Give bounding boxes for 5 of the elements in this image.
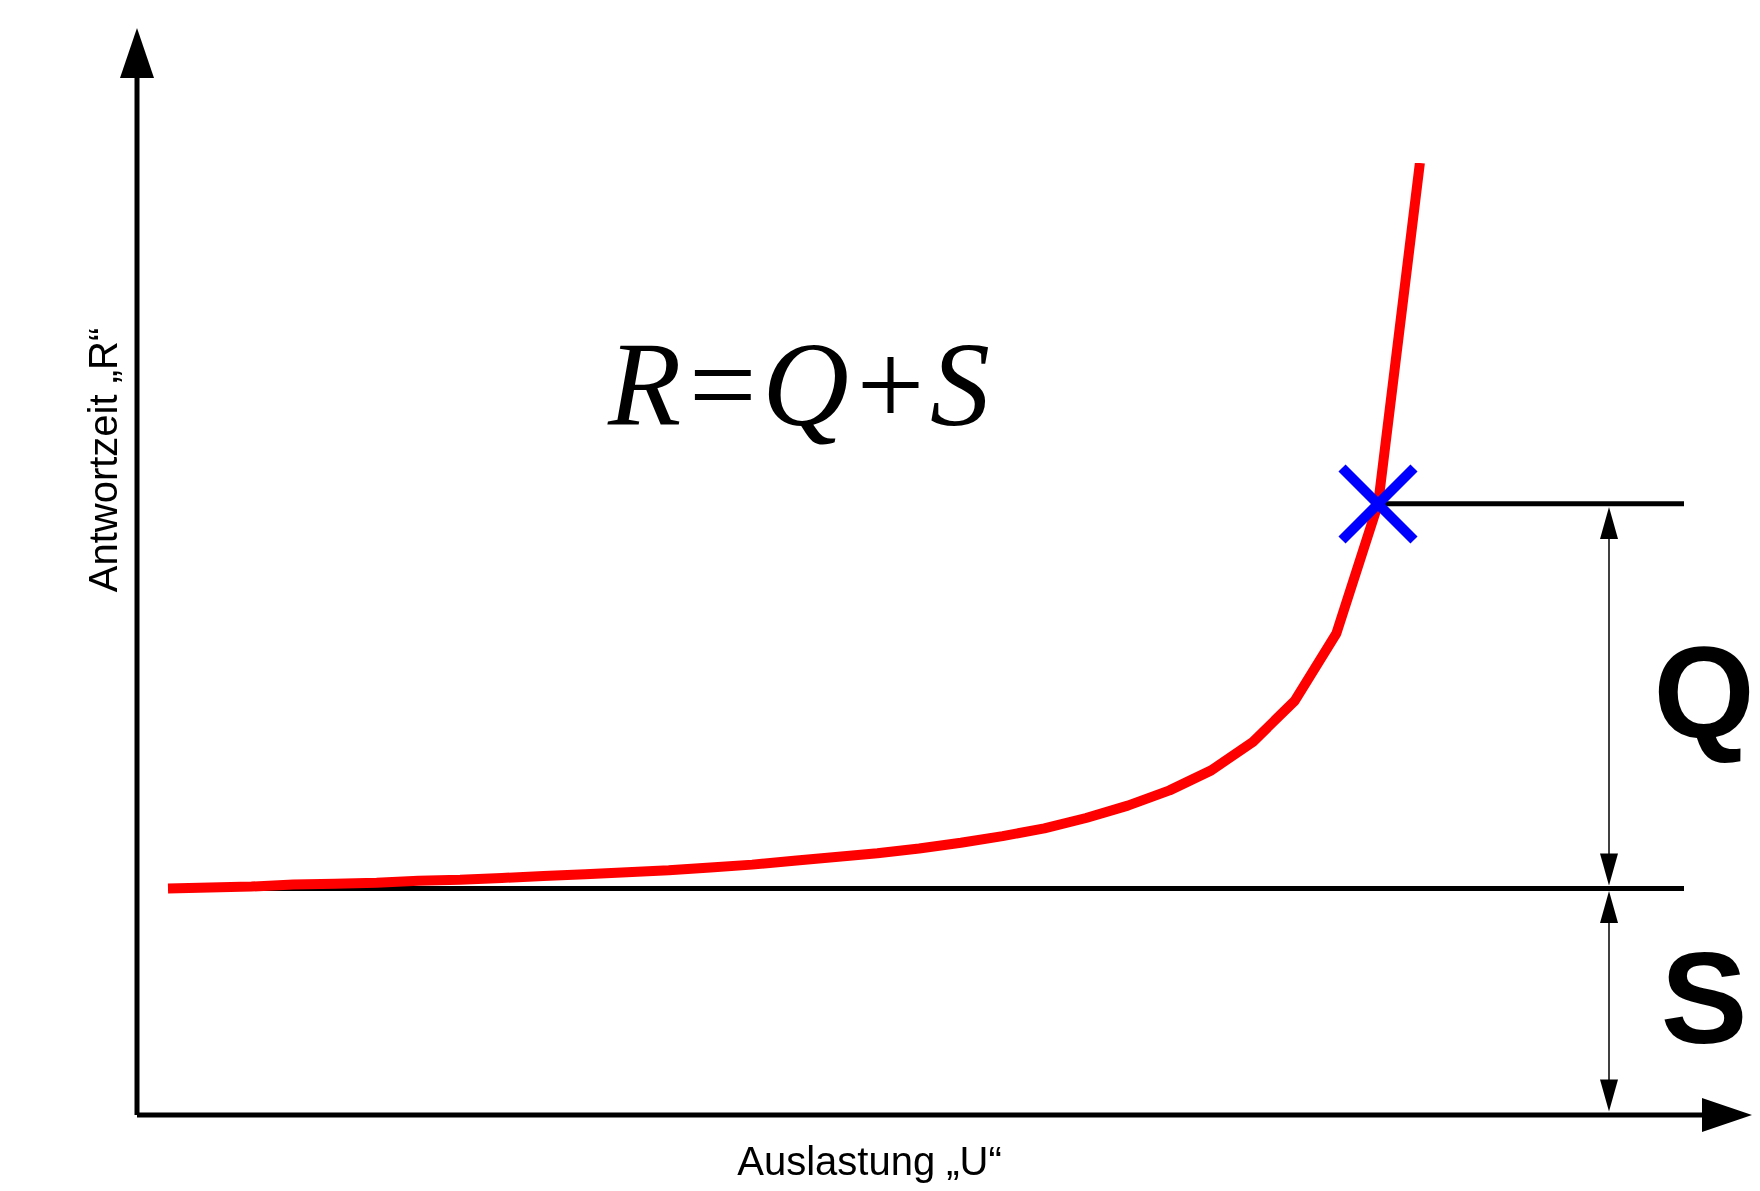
y-axis-title: Antwortzeit „R“ (81, 327, 125, 593)
annotation: S (1660, 924, 1748, 1071)
annotation: Q (1653, 618, 1755, 765)
x-axis-title: Auslastung „U“ (737, 1139, 1002, 1183)
annotation: R=Q+S (607, 318, 990, 451)
